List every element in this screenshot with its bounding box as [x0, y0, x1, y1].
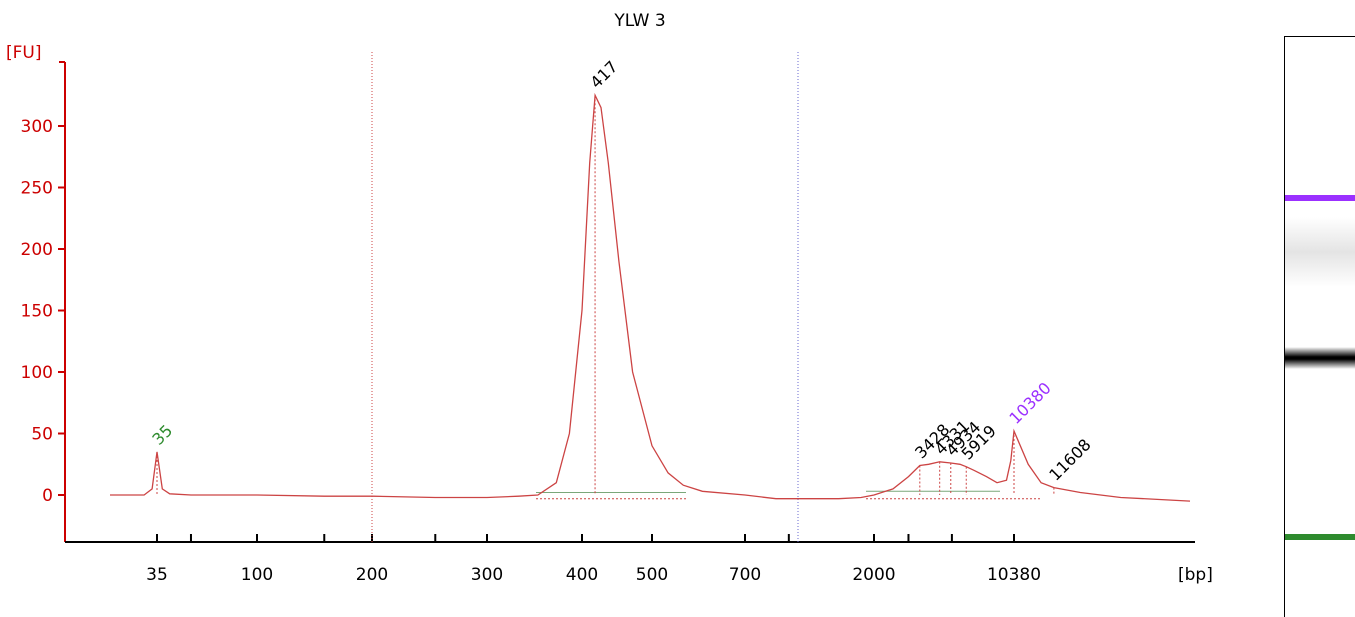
- x-tick-label: 2000: [852, 565, 895, 585]
- gel-image: [1284, 36, 1355, 617]
- peak-label: 11608: [1045, 435, 1094, 484]
- electropherogram-chart: YLW 3 [FU] [bp] 0 50 100 150 200 250 300 35 100 2…: [6, 11, 1213, 585]
- gel-band-lower-marker: [1285, 534, 1355, 540]
- series-trace: [110, 92, 1191, 502]
- x-tick-label: 10380: [987, 565, 1041, 585]
- y-tick-label: 100: [21, 363, 53, 383]
- x-tick-label: 300: [471, 565, 503, 585]
- x-tick-label: 100: [241, 565, 273, 585]
- x-axis-label: [bp]: [1178, 565, 1213, 585]
- x-tick-label: 500: [636, 565, 668, 585]
- y-axis-label: [FU]: [6, 43, 42, 63]
- x-tick-label: 35: [146, 565, 168, 585]
- peak-label: 35: [148, 421, 176, 449]
- chart-title: YLW 3: [613, 11, 665, 31]
- y-tick-label: 300: [21, 117, 53, 137]
- gel-smear: [1285, 217, 1355, 287]
- peak-label: 417: [586, 57, 621, 92]
- gel-band-main-band: [1285, 347, 1355, 369]
- x-tick-label: 400: [566, 565, 598, 585]
- peak-label: 10380: [1005, 378, 1054, 427]
- y-tick-label: 50: [31, 425, 53, 445]
- y-tick-label: 200: [21, 240, 53, 260]
- gel-band-upper-marker: [1285, 195, 1355, 201]
- y-tick-label: 0: [42, 486, 53, 506]
- y-tick-label: 250: [21, 179, 53, 199]
- y-tick-label: 150: [21, 302, 53, 322]
- x-tick-label: 200: [356, 565, 388, 585]
- x-tick-label: 700: [729, 565, 761, 585]
